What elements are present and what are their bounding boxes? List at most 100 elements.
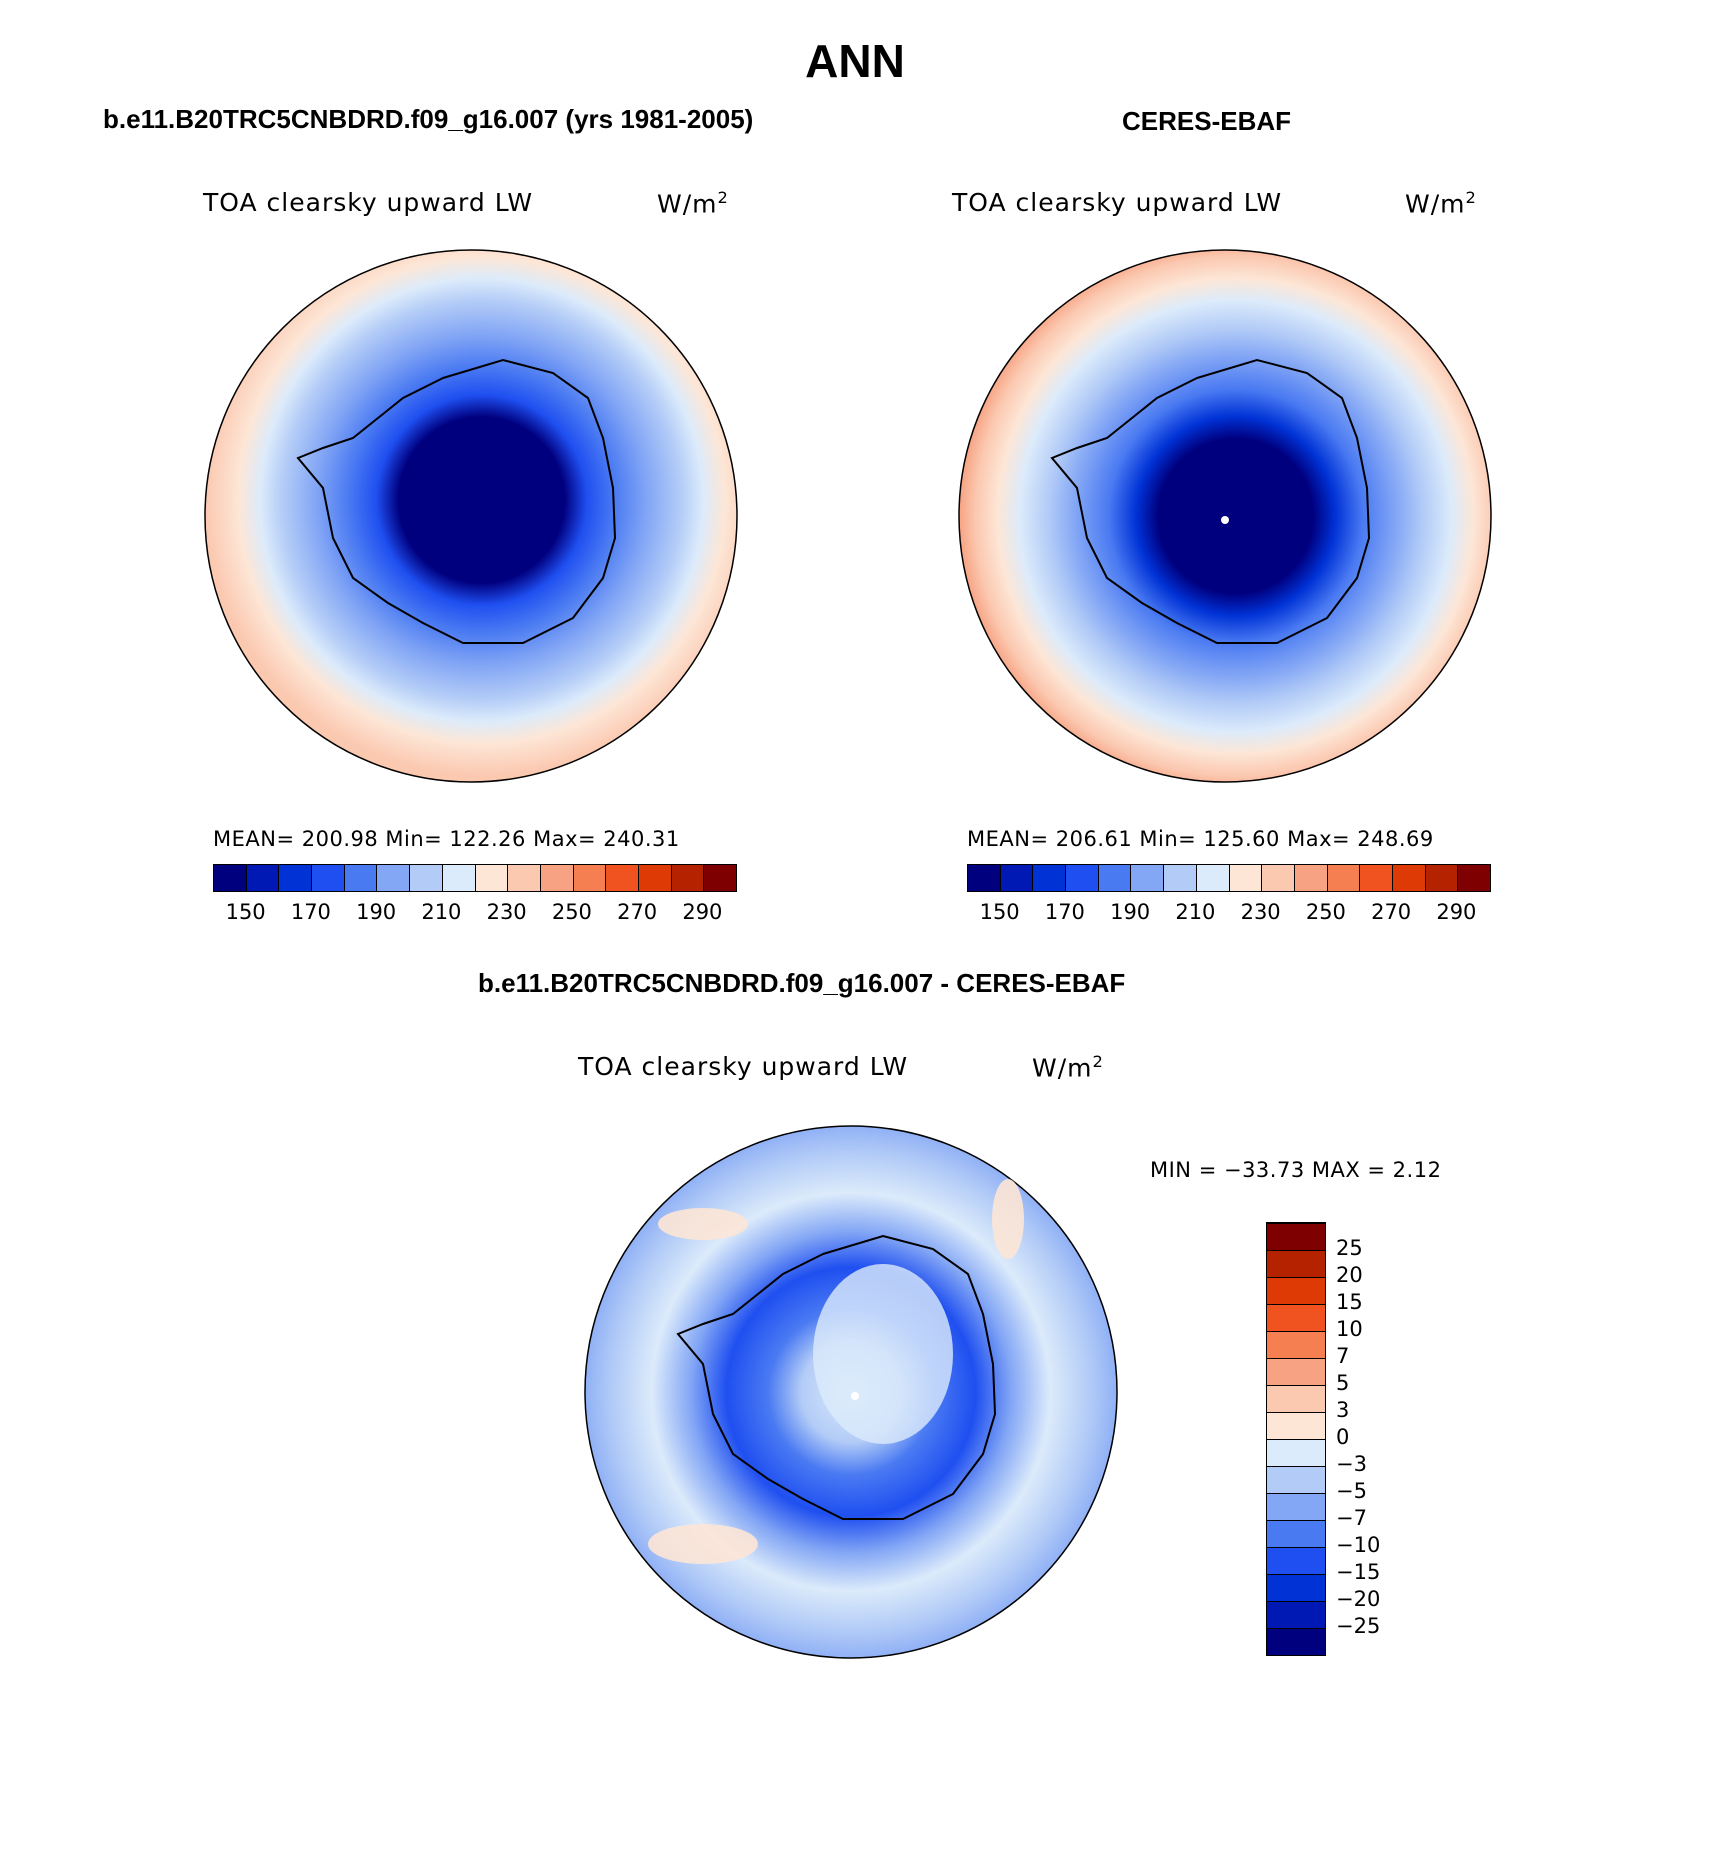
colorbar-tick-label: 290 <box>682 900 723 924</box>
colorbar-swatch <box>968 865 1001 891</box>
diff-colorbar-ticks: −25 −20 −15 −10 −7 −5 −3 0 3 5 7 10 15 20 25 <box>1336 1222 1436 1662</box>
colorbar-tick-label: 7 <box>1336 1344 1350 1368</box>
figure-title: ANN <box>805 35 905 87</box>
colorbar-tick-label: 5 <box>1336 1371 1350 1395</box>
colorbar-tick-label: 20 <box>1336 1263 1363 1287</box>
colorbar-tick-label: 170 <box>1044 900 1085 924</box>
colorbar-tick-label: 10 <box>1336 1317 1363 1341</box>
colorbar-swatch <box>279 865 313 891</box>
colorbar-tick-label: 290 <box>1436 900 1477 924</box>
colorbar-swatch <box>312 865 345 891</box>
south-pole-marker <box>851 1392 859 1400</box>
colorbar-swatch <box>704 865 736 891</box>
diff-polar-map <box>584 1125 1118 1659</box>
model-panel-title: b.e11.B20TRC5CNBDRD.f09_g16.007 (yrs 198… <box>103 104 754 134</box>
colorbar-swatch <box>1392 865 1426 891</box>
model-polar-map <box>204 249 738 783</box>
colorbar-tick-label: −5 <box>1336 1479 1367 1503</box>
colorbar-swatch <box>1267 1466 1325 1493</box>
diff-panel-title: b.e11.B20TRC5CNBDRD.f09_g16.007 - CERES-… <box>478 968 1126 998</box>
colorbar-swatch <box>540 865 574 891</box>
colorbar-swatch <box>377 865 411 891</box>
colorbar-tick-label: 250 <box>1305 900 1346 924</box>
antarctica-coastline <box>1050 358 1371 644</box>
colorbar-tick-label: 230 <box>1240 900 1281 924</box>
colorbar-tick-label: 270 <box>617 900 658 924</box>
obs-variable-label: TOA clearsky upward LW <box>952 188 1283 217</box>
colorbar-swatch <box>1267 1412 1325 1439</box>
diff-stats: MIN = −33.73 MAX = 2.12 <box>1150 1158 1442 1182</box>
colorbar-swatch <box>1267 1601 1325 1628</box>
colorbar-tick-label: −20 <box>1336 1587 1381 1611</box>
colorbar-swatch <box>1267 1331 1325 1358</box>
colorbar-swatch <box>1267 1520 1325 1547</box>
colorbar-swatch <box>606 865 639 891</box>
obs-panel-title: CERES-EBAF <box>1122 106 1292 136</box>
colorbar-tick-label: 210 <box>1175 900 1216 924</box>
colorbar-tick-label: 150 <box>225 900 266 924</box>
colorbar-swatch <box>1267 1385 1325 1412</box>
colorbar-tick-label: 170 <box>290 900 331 924</box>
colorbar-tick-label: −10 <box>1336 1533 1381 1557</box>
colorbar-tick-label: 210 <box>421 900 462 924</box>
colorbar-swatch <box>1425 865 1459 891</box>
obs-units-label: W/m2 <box>1405 188 1477 219</box>
colorbar-tick-label: 190 <box>1110 900 1151 924</box>
model-colorbar-ticks: 150 170 190 210 230 250 270 290 <box>213 900 735 930</box>
colorbar-tick-label: −7 <box>1336 1506 1367 1530</box>
colorbar-swatch <box>573 865 607 891</box>
colorbar-swatch <box>1000 865 1034 891</box>
colorbar-swatch <box>1267 1547 1325 1574</box>
antarctica-coastline <box>296 358 617 644</box>
colorbar-swatch <box>1267 1304 1325 1331</box>
diff-colorbar <box>1266 1222 1326 1656</box>
colorbar-swatch <box>1267 1358 1325 1385</box>
colorbar-swatch <box>1360 865 1393 891</box>
model-units-label: W/m2 <box>657 188 729 219</box>
colorbar-swatch <box>1267 1439 1325 1466</box>
antarctica-coastline <box>676 1234 997 1520</box>
colorbar-swatch <box>1458 865 1490 891</box>
model-variable-label: TOA clearsky upward LW <box>203 188 534 217</box>
colorbar-swatch <box>1267 1493 1325 1520</box>
colorbar-tick-label: −15 <box>1336 1560 1381 1584</box>
colorbar-swatch <box>508 865 541 891</box>
colorbar-swatch <box>638 865 672 891</box>
colorbar-swatch <box>671 865 705 891</box>
model-stats: MEAN= 200.98 Min= 122.26 Max= 240.31 <box>213 827 680 851</box>
colorbar-swatch <box>1164 865 1197 891</box>
colorbar-swatch <box>442 865 476 891</box>
colorbar-tick-label: 25 <box>1336 1236 1363 1260</box>
colorbar-tick-label: −3 <box>1336 1452 1367 1476</box>
colorbar-swatch <box>1098 865 1132 891</box>
obs-colorbar <box>967 864 1491 892</box>
colorbar-swatch <box>214 865 247 891</box>
colorbar-swatch <box>1196 865 1230 891</box>
colorbar-swatch <box>1267 1277 1325 1304</box>
colorbar-swatch <box>1066 865 1099 891</box>
colorbar-swatch <box>1294 865 1328 891</box>
colorbar-swatch <box>246 865 280 891</box>
colorbar-tick-label: 250 <box>551 900 592 924</box>
colorbar-swatch <box>1033 865 1067 891</box>
colorbar-tick-label: 15 <box>1336 1290 1363 1314</box>
colorbar-swatch <box>1229 865 1263 891</box>
colorbar-swatch <box>410 865 443 891</box>
colorbar-swatch <box>1131 865 1165 891</box>
colorbar-swatch <box>1267 1223 1325 1250</box>
diff-units-label: W/m2 <box>1032 1052 1104 1083</box>
colorbar-swatch <box>1267 1628 1325 1655</box>
colorbar-tick-label: −25 <box>1336 1614 1381 1638</box>
obs-stats: MEAN= 206.61 Min= 125.60 Max= 248.69 <box>967 827 1434 851</box>
colorbar-swatch <box>1267 1574 1325 1601</box>
colorbar-swatch <box>344 865 378 891</box>
colorbar-tick-label: 230 <box>486 900 527 924</box>
obs-polar-map <box>958 249 1492 783</box>
colorbar-tick-label: 270 <box>1371 900 1412 924</box>
colorbar-tick-label: 3 <box>1336 1398 1350 1422</box>
colorbar-swatch <box>475 865 509 891</box>
colorbar-swatch <box>1327 865 1361 891</box>
colorbar-tick-label: 150 <box>979 900 1020 924</box>
obs-colorbar-ticks: 150 170 190 210 230 250 270 290 <box>967 900 1489 930</box>
colorbar-swatch <box>1267 1250 1325 1277</box>
